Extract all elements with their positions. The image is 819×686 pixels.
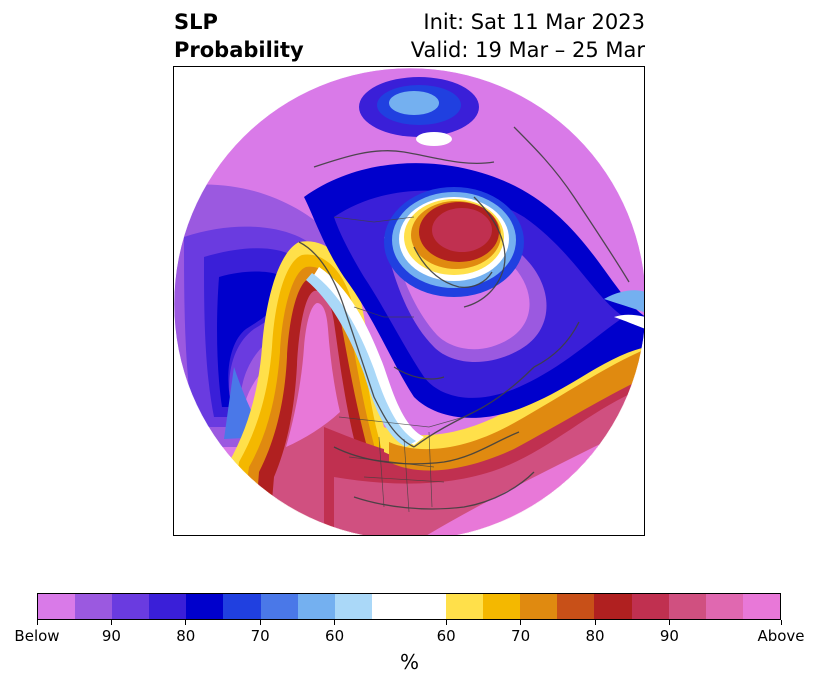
colorbar-segment	[186, 594, 224, 619]
colorbar-segment	[334, 594, 372, 619]
colorbar-segment	[371, 594, 447, 619]
init-date: Init: Sat 11 Mar 2023	[423, 10, 645, 34]
valid-range: Valid: 19 Mar – 25 Mar	[410, 38, 645, 62]
colorbar-tick-label: 90	[101, 627, 121, 645]
probability-map	[173, 66, 645, 536]
colorbar-tick-mark	[259, 620, 261, 625]
colorbar-tick-mark	[334, 620, 336, 625]
colorbar-tick-mark	[185, 620, 187, 625]
colorbar-tick-label: 90	[659, 627, 679, 645]
polar-map-svg	[174, 67, 644, 535]
colorbar-tick-mark	[36, 620, 38, 625]
colorbar-segment	[742, 594, 780, 619]
colorbar-segment	[38, 594, 76, 619]
title-line-1: SLP	[174, 10, 218, 34]
colorbar-segment	[594, 594, 632, 619]
colorbar-label: %	[399, 650, 419, 674]
colorbar-segment	[297, 594, 335, 619]
colorbar-tick-label: 80	[585, 627, 605, 645]
chart-title: SLP Probability	[174, 8, 304, 64]
coastlines	[298, 126, 630, 510]
colorbar-tick-label: 70	[511, 627, 531, 645]
colorbar-tick-mark	[445, 620, 447, 625]
forecast-dates: Init: Sat 11 Mar 2023 Valid: 19 Mar – 25…	[411, 8, 645, 64]
colorbar-segment	[260, 594, 298, 619]
colorbar-tick-mark	[594, 620, 596, 625]
colorbar-segment	[520, 594, 558, 619]
colorbar-tick-mark	[520, 620, 522, 625]
title-line-2: Probability	[174, 38, 304, 62]
colorbar-tick-label: Below	[14, 627, 60, 645]
colorbar-tick-label: 60	[325, 627, 345, 645]
colorbar-tick-mark	[780, 620, 782, 625]
borders	[333, 216, 465, 513]
colorbar-segment	[631, 594, 669, 619]
colorbar-segment	[705, 594, 743, 619]
colorbar-segment	[112, 594, 150, 619]
colorbar-tick-mark	[668, 620, 670, 625]
colorbar-segment	[75, 594, 113, 619]
colorbar	[37, 593, 781, 620]
colorbar-tick-label: 70	[250, 627, 270, 645]
colorbar-segment	[483, 594, 521, 619]
colorbar-tick-label: Above	[757, 627, 805, 645]
colorbar-segment	[446, 594, 484, 619]
colorbar-segment	[149, 594, 187, 619]
colorbar-segment	[668, 594, 706, 619]
colorbar-tick-label: 80	[176, 627, 196, 645]
colorbar-segment	[557, 594, 595, 619]
colorbar-tick-mark	[110, 620, 112, 625]
colorbar-tick-label: 60	[436, 627, 456, 645]
probability-field	[174, 68, 644, 535]
colorbar-segment	[223, 594, 261, 619]
